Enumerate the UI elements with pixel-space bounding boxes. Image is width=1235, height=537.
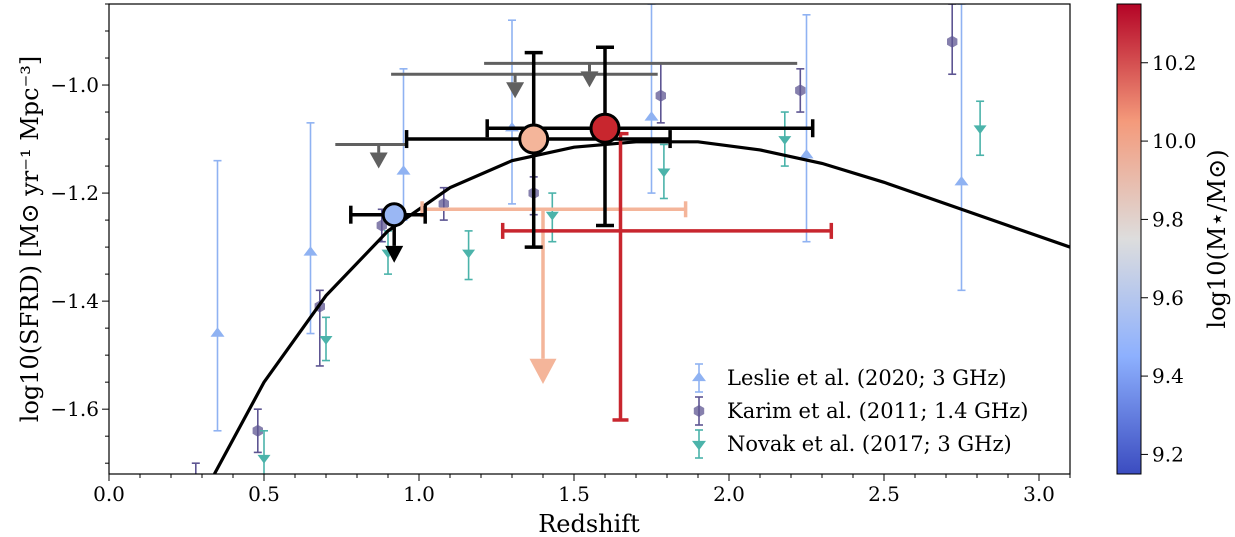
y-axis-label: log10(SFRD) [M⊙ yr⁻¹ Mpc⁻³] (16, 56, 44, 422)
karim-point-marker (438, 197, 449, 210)
leslie-point-marker (799, 148, 814, 159)
karim-point-marker (795, 84, 806, 97)
colorbar: 9.2 9.4 9.6 9.8 10.0 10.2 (1116, 3, 1197, 475)
y-tick-label: −1.4 (50, 289, 99, 313)
grey-limit-arrow-head (506, 82, 525, 99)
legend: Leslie et al. (2020; 3 GHz) Karim et al. … (692, 363, 1029, 459)
x-tick-label: 2.0 (713, 482, 745, 506)
karim-point-marker (655, 89, 666, 102)
main-point-1-marker (518, 123, 550, 155)
legend-marker-hexagon (693, 405, 705, 417)
colorbar-gradient (1116, 3, 1142, 475)
novak-point-marker (257, 454, 271, 464)
colorbar-tick-label: 9.8 (1152, 207, 1184, 231)
colorbar-tick-label: 10.2 (1152, 51, 1197, 75)
x-tick-label: 1.0 (403, 482, 435, 506)
plot-layer (191, 4, 1070, 491)
y-axis: −1.0 −1.2 −1.4 −1.6 (50, 3, 109, 464)
model-curve (212, 140, 1070, 474)
karim-point-marker (191, 479, 201, 491)
leslie-point-marker (210, 327, 225, 337)
karim-point-marker (252, 424, 263, 437)
legend-label: Karim et al. (2011; 1.4 GHz) (727, 399, 1029, 423)
novak-point-marker (973, 125, 987, 135)
novak-point-marker (778, 136, 792, 145)
novak-point-marker (657, 168, 671, 178)
main-point-0-marker (381, 202, 407, 228)
leslie-point-marker (303, 246, 318, 256)
y-tick-label: −1.0 (50, 73, 99, 97)
grey-limit-arrow-head (580, 71, 599, 88)
plot-frame (108, 3, 1071, 475)
x-tick-label: 0.0 (93, 482, 125, 506)
legend-marker-triangle-down (692, 440, 706, 451)
legend-marker-triangle-up (692, 371, 706, 382)
x-axis: 0.0 0.5 1.0 1.5 2.0 2.5 3.0 (93, 474, 1071, 506)
colorbar-tick-label: 10.0 (1152, 129, 1197, 153)
leslie-point-marker (396, 165, 411, 175)
salmon-limit-arrow-head (529, 358, 557, 384)
leslie-point-marker (644, 111, 659, 121)
y-tick-label: −1.2 (50, 181, 99, 205)
leslie-point-marker (954, 175, 969, 186)
legend-label: Leslie et al. (2020; 3 GHz) (727, 366, 1007, 390)
grey-limit-arrow-head (369, 152, 388, 169)
x-tick-label: 1.5 (558, 482, 590, 506)
colorbar-label: log10(M⋆/M⊙) (1203, 149, 1231, 328)
karim-point-marker (376, 219, 387, 232)
novak-point-marker (319, 336, 333, 345)
novak-point-marker (545, 211, 559, 221)
x-axis-label: Redshift (538, 510, 640, 537)
colorbar-tick-label: 9.4 (1152, 364, 1184, 388)
x-tick-label: 3.0 (1023, 482, 1055, 506)
x-tick-label: 2.5 (868, 482, 900, 506)
novak-point-marker (462, 249, 476, 259)
main-point-2-marker (589, 112, 621, 144)
x-tick-label: 0.5 (248, 482, 280, 506)
colorbar-tick-label: 9.2 (1152, 442, 1184, 466)
y-tick-label: −1.6 (50, 397, 99, 421)
karim-point-marker (947, 35, 958, 48)
colorbar-tick-label: 9.6 (1152, 286, 1184, 310)
main-point-0-arrow-head (385, 245, 404, 263)
legend-label: Novak et al. (2017; 3 GHz) (727, 432, 1012, 456)
